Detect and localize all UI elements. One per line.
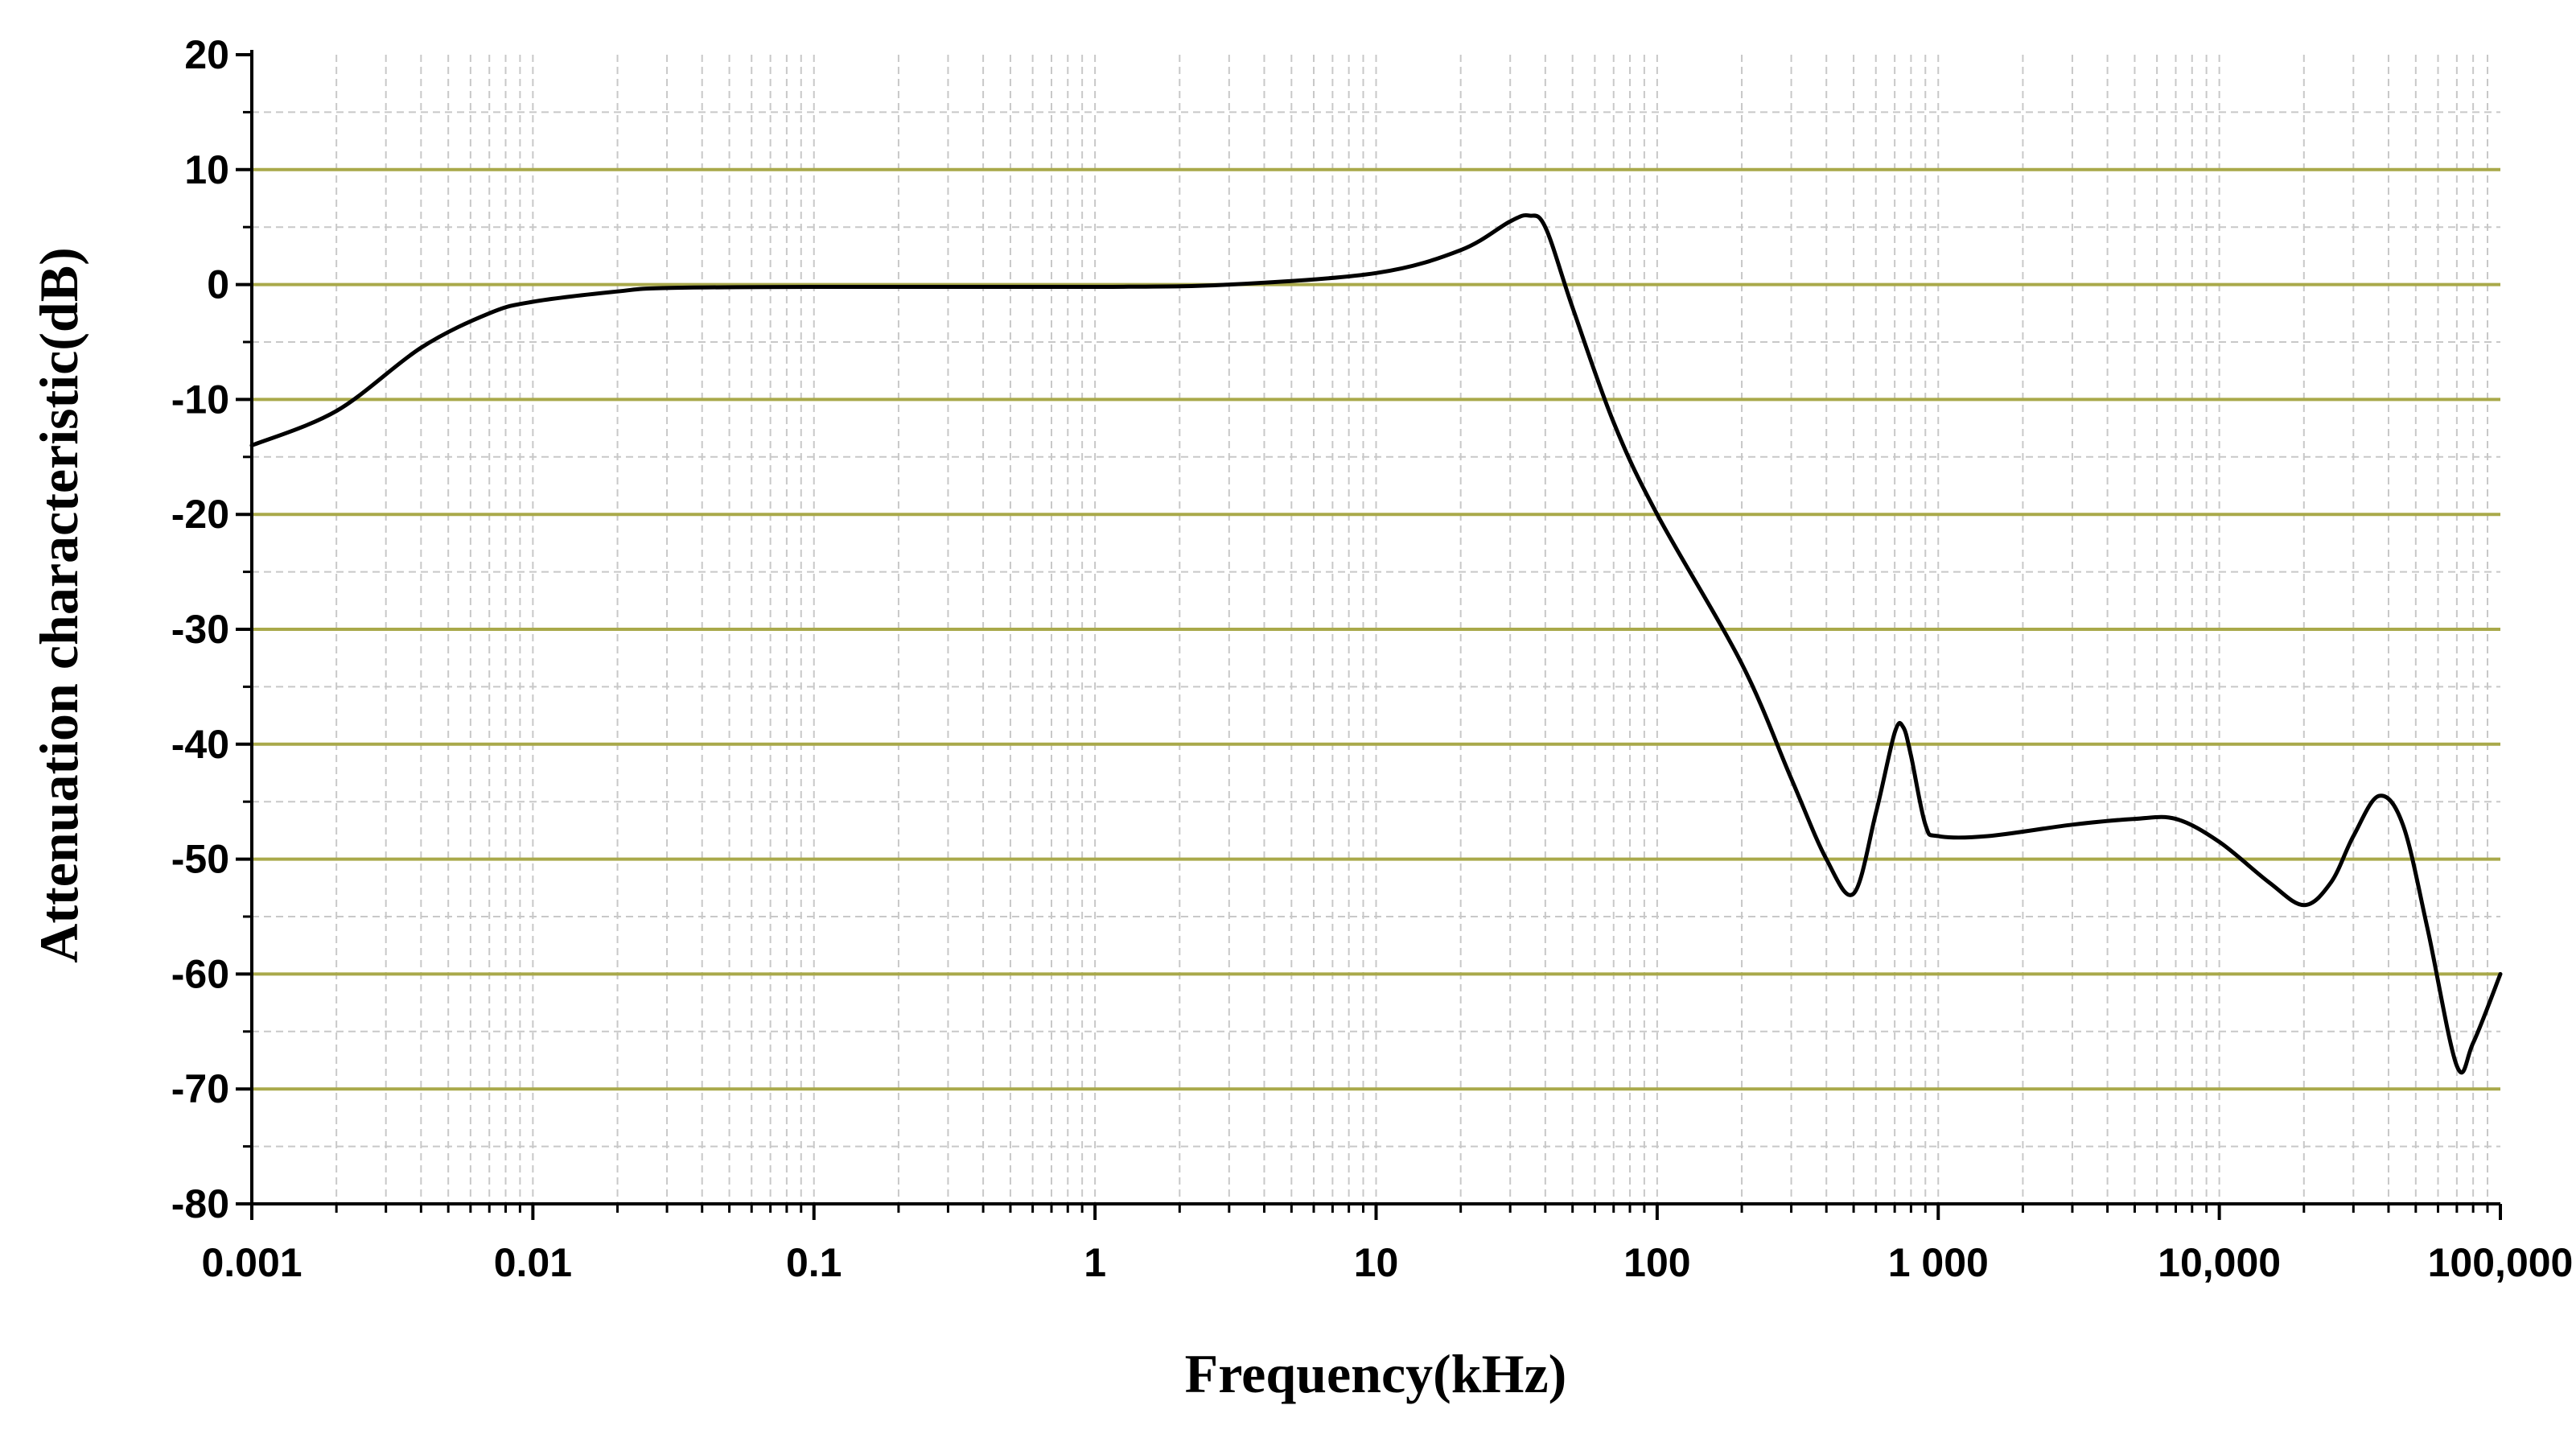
x-tick-label: 1 000 bbox=[1888, 1240, 1989, 1285]
y-tick-label: -70 bbox=[171, 1066, 229, 1111]
x-tick-label: 0.001 bbox=[201, 1240, 302, 1285]
x-tick-label: 1 bbox=[1084, 1240, 1106, 1285]
y-tick-label: 20 bbox=[184, 32, 229, 77]
y-tick-label: -20 bbox=[171, 492, 229, 537]
y-tick-label: 10 bbox=[184, 147, 229, 192]
axes bbox=[236, 50, 2502, 1220]
y-tick-label: -30 bbox=[171, 607, 229, 652]
attenuation-series-line bbox=[249, 213, 2503, 1075]
x-tick-label: 0.1 bbox=[786, 1240, 842, 1285]
x-tick-label: 100 bbox=[1623, 1240, 1690, 1285]
x-tick-label: 10,000 bbox=[2158, 1240, 2281, 1285]
y-tick-label: -50 bbox=[171, 837, 229, 882]
y-axis-title: Attenuation characteristic(dB) bbox=[28, 247, 89, 962]
series-layer bbox=[249, 213, 2503, 1075]
y-tick-label: 0 bbox=[207, 262, 229, 307]
y-tick-label: -40 bbox=[171, 722, 229, 767]
y-tick-label: -80 bbox=[171, 1181, 229, 1226]
y-tick-label: -60 bbox=[171, 951, 229, 996]
x-tick-label: 100,000 bbox=[2428, 1240, 2574, 1285]
y-tick-label: -10 bbox=[171, 377, 229, 422]
x-tick-label: 0.01 bbox=[494, 1240, 572, 1285]
grid bbox=[252, 55, 2500, 1204]
x-tick-label: 10 bbox=[1354, 1240, 1399, 1285]
x-axis-title: Frequency(kHz) bbox=[1185, 1343, 1567, 1404]
